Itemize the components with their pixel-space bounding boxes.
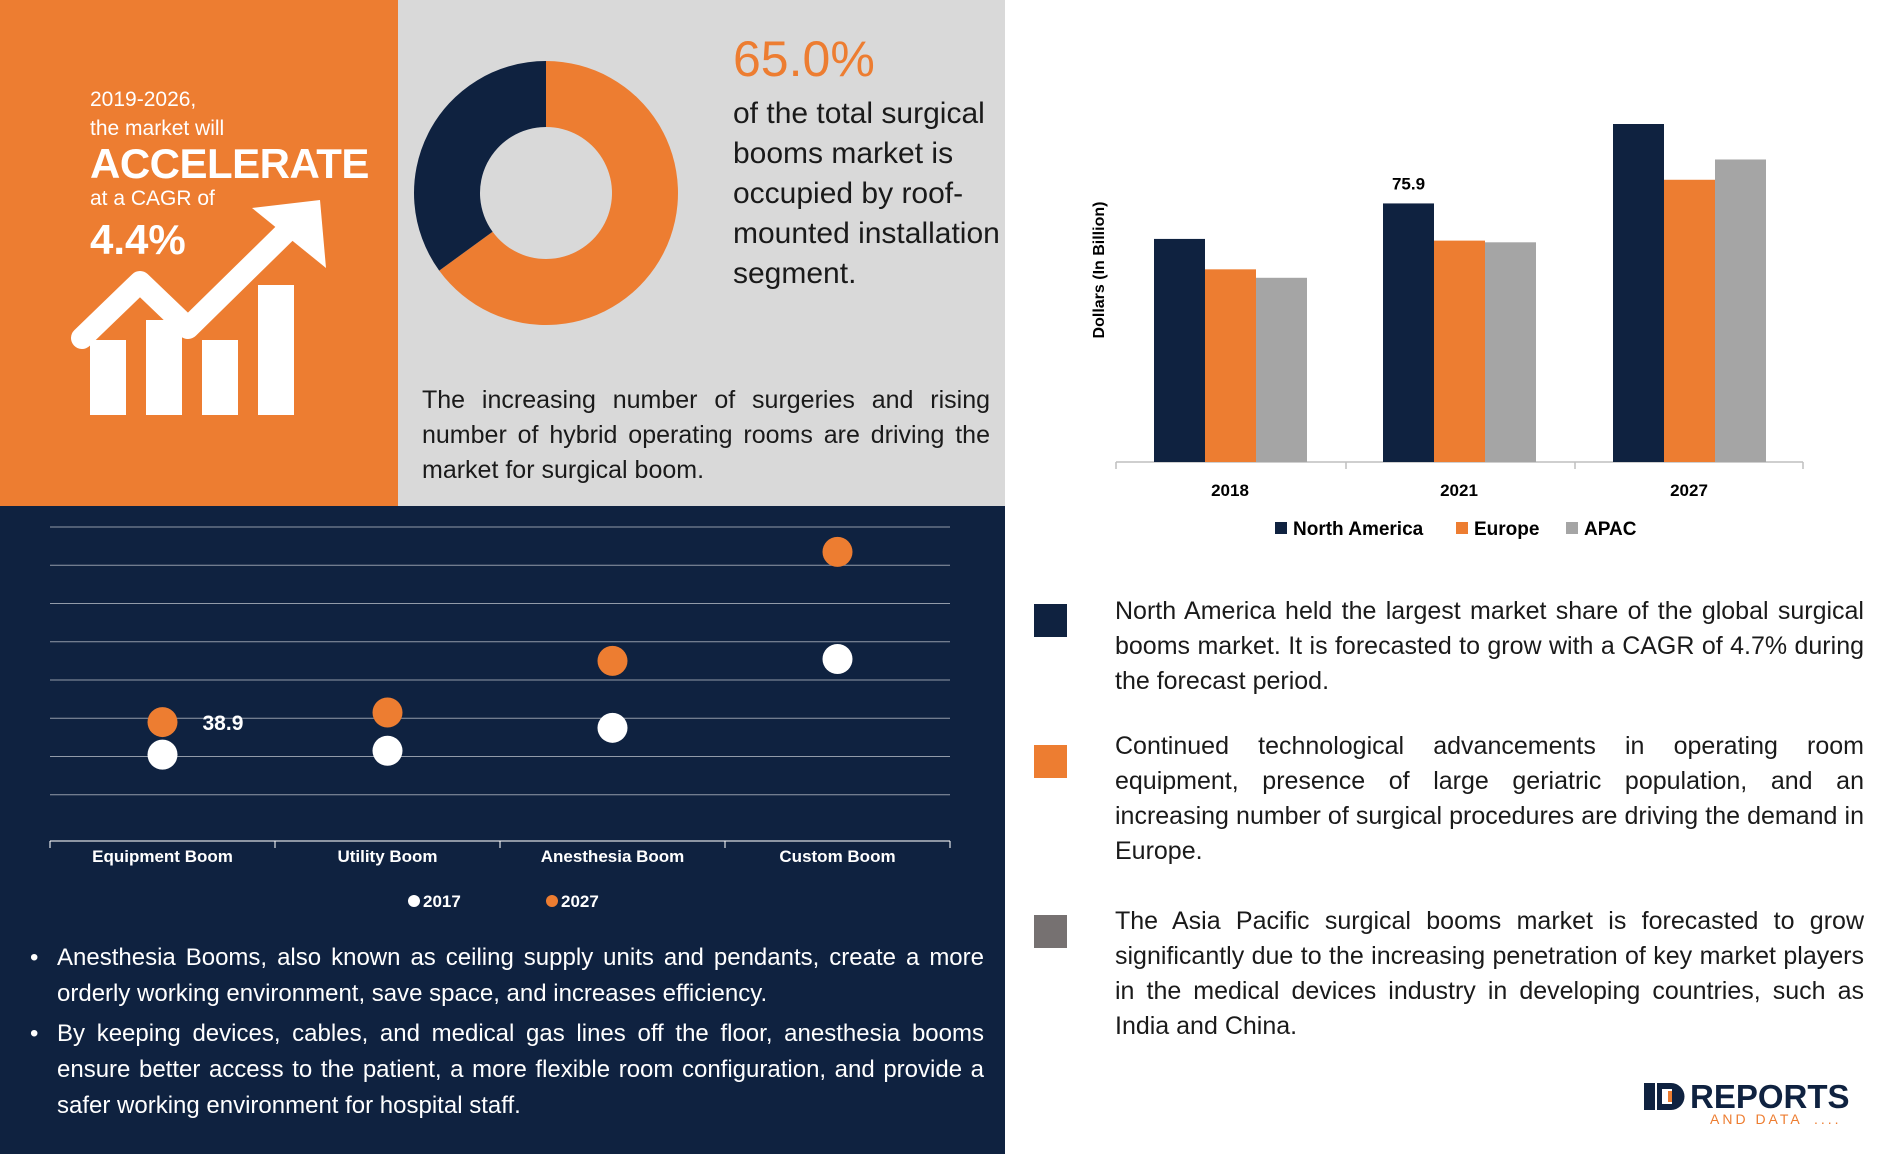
driver-text: The increasing number of surgeries and r…	[422, 386, 990, 484]
logo-text-line2: AND DATA	[1710, 1111, 1803, 1127]
logo-dots: ....	[1814, 1111, 1842, 1127]
dot-2017-equipment-boom	[147, 739, 178, 770]
x-tick-label: 2027	[1670, 481, 1708, 500]
x-tick-label: Custom Boom	[779, 847, 895, 866]
cagr-prefix: at a CAGR of	[90, 187, 215, 210]
bar-north-america-2027	[1613, 124, 1664, 462]
dot-2017-utility-boom	[372, 735, 403, 766]
share-description: of the total surgical booms market is oc…	[733, 97, 1000, 290]
growth-chart-icon	[71, 200, 326, 415]
cagr-value: 4.4%	[90, 216, 186, 263]
legend-dot-icon	[408, 895, 420, 907]
bullet-list: • Anesthesia Booms, also known as ceiling…	[26, 940, 984, 1128]
note-text: The Asia Pacific surgical booms market i…	[1115, 907, 1864, 1040]
dot-2027-anesthesia-boom	[597, 645, 628, 676]
dot-2017-custom-boom	[822, 643, 853, 674]
cagr-period-line2: the market will	[90, 117, 225, 140]
y-axis-label: Dollars (In Billion)	[1091, 202, 1108, 339]
reports-and-data-logo: REPORTS AND DATA ....	[1644, 1078, 1850, 1127]
cagr-period: 2019-2026, the market will	[90, 85, 224, 143]
bar-apac-2027	[1715, 159, 1766, 463]
north-america-swatch-icon	[1034, 604, 1067, 637]
x-tick-label: 2018	[1211, 481, 1249, 500]
boom-type-panel: Equipment Boom Utility Boom Anesthesia Boo…	[0, 506, 1005, 1154]
legend-swatch-icon	[1566, 522, 1578, 534]
legend-label: North America	[1293, 519, 1424, 540]
legend-label: 2017	[423, 892, 461, 911]
bullet-dot-icon: •	[30, 944, 39, 971]
legend-label: 2027	[561, 892, 599, 911]
bar-north-america-2018	[1154, 238, 1205, 462]
bullet-item: • Anesthesia Booms, also known as ceiling…	[26, 940, 984, 1012]
bar-europe-2027	[1664, 179, 1715, 462]
bullet-text: Anesthesia Booms, also known as ceiling …	[57, 944, 984, 1007]
donut-slice-other	[414, 61, 546, 271]
regional-bar-chart: Dollars (In Billion) 2018 2021 2027 75.9 Nort…	[1091, 124, 1804, 540]
note-text: Continued technological advancements in …	[1115, 732, 1864, 865]
apac-swatch-icon	[1034, 915, 1067, 948]
bar-apac-2018	[1256, 277, 1307, 462]
bar-data-label: 75.9	[1392, 174, 1425, 193]
legend-swatch-icon	[1456, 522, 1468, 534]
share-panel	[398, 0, 1005, 506]
legend-label: APAC	[1584, 519, 1637, 540]
legend-label: Europe	[1474, 519, 1539, 540]
x-tick-label: Anesthesia Boom	[541, 847, 685, 866]
europe-swatch-icon	[1034, 745, 1067, 778]
legend-swatch-icon	[1275, 522, 1287, 534]
bar-europe-2021	[1434, 240, 1485, 462]
dot-2027-equipment-boom	[147, 707, 178, 738]
x-tick-label: 2021	[1440, 481, 1478, 500]
donut-slice-roof-mounted	[439, 61, 678, 325]
x-tick-label: Utility Boom	[337, 847, 437, 866]
bar-europe-2018	[1205, 269, 1256, 462]
dot-2027-utility-boom	[372, 697, 403, 728]
bar-apac-2021	[1485, 242, 1536, 462]
bar-north-america-2021	[1383, 203, 1434, 462]
cagr-period-line1: 2019-2026,	[90, 88, 197, 111]
dot-2017-anesthesia-boom	[597, 712, 628, 743]
dot-data-label: 38.9	[203, 712, 244, 735]
cagr-headline: ACCELERATE	[90, 140, 369, 187]
cagr-panel: 2019-2026, the market will ACCELERATE at…	[0, 0, 398, 506]
logo-text-line1: REPORTS	[1690, 1078, 1850, 1115]
bullet-dot-icon: •	[30, 1020, 39, 1047]
bullet-text: By keeping devices, cables, and medical …	[57, 1020, 984, 1119]
share-donut-chart	[414, 61, 678, 325]
share-percent: 65.0%	[733, 31, 875, 87]
bullet-item: • By keeping devices, cables, and medical…	[26, 1016, 984, 1124]
note-text: North America held the largest market sh…	[1115, 597, 1864, 695]
legend-dot-icon	[546, 895, 558, 907]
dot-2027-custom-boom	[822, 536, 853, 567]
x-tick-label: Equipment Boom	[92, 847, 233, 866]
boom-type-dot-chart: Equipment Boom Utility Boom Anesthesia Boo…	[49, 526, 951, 911]
